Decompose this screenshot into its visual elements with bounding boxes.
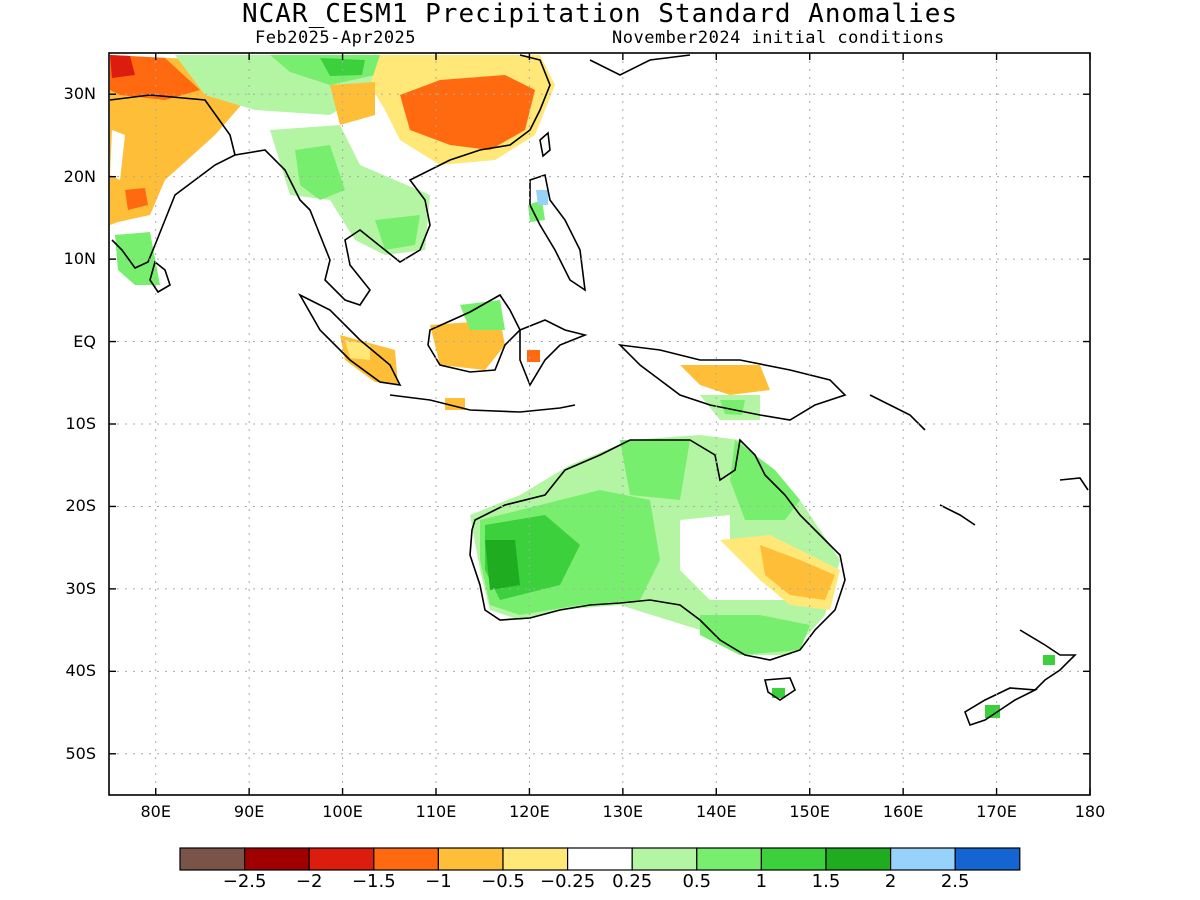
coast-new-guinea: [617, 343, 847, 421]
initial-conditions: November2024 initial conditions: [612, 28, 945, 48]
coast-sulawesi: [519, 319, 588, 387]
anomaly-india-orange-patch: [125, 188, 148, 210]
anomaly-borneo-dry: [430, 320, 505, 370]
anomaly-fields: [110, 55, 1055, 718]
colorbar-label: 2.5: [940, 871, 970, 892]
colorbar-label: 1.5: [811, 871, 841, 892]
coastlines: [109, 54, 1089, 727]
anomaly-north-india-strong: [110, 55, 135, 78]
lon-label: 100E: [322, 802, 363, 821]
lon-label: 140E: [695, 802, 737, 821]
colorbar-label: 1: [755, 871, 768, 892]
colorbar-swatch: [954, 847, 1021, 871]
colorbar-label: 0.5: [682, 871, 712, 892]
coast-india: [109, 94, 236, 270]
anomaly-sumatra-weak: [345, 340, 370, 360]
anomaly-tibet-core: [320, 58, 365, 76]
lat-label: 40S: [65, 661, 96, 681]
lon-label: 130E: [602, 802, 644, 821]
colorbar: [179, 847, 1021, 871]
anomaly-philippines-blue: [536, 190, 548, 205]
colorbar-label: 0.25: [612, 871, 653, 892]
coast-solomon-islands: [869, 394, 926, 431]
colorbar-label: −1: [425, 871, 452, 892]
colorbar-swatch: [760, 847, 827, 871]
lat-label: 50S: [65, 743, 96, 763]
coast-sri-lanka: [149, 260, 171, 294]
lon-label: 80E: [140, 802, 171, 821]
coast-mainland-asia: [234, 54, 551, 306]
lon-label: 90E: [233, 802, 265, 821]
lon-label: 160E: [882, 802, 924, 821]
coast-japan-korea: [589, 54, 691, 76]
colorbar-label: −2.5: [222, 871, 267, 892]
anomaly-philippines-wet: [528, 200, 545, 222]
coast-nz-north: [1019, 629, 1077, 691]
lat-label: 30N: [63, 84, 96, 104]
anomaly-tasmania-wet: [772, 688, 785, 698]
anomaly-central-australia-neutral: [680, 515, 790, 600]
colorbar-label: −1.5: [351, 871, 396, 892]
colorbar-swatch: [502, 847, 569, 871]
lat-label: 10S: [65, 414, 96, 433]
colorbar-swatch: [631, 847, 698, 871]
lon-label: 110E: [415, 802, 457, 821]
anomaly-nz-south-wet: [985, 705, 1000, 718]
lon-label: 170E: [976, 802, 1017, 821]
coast-java-lesser-sunda: [389, 394, 576, 413]
forecast-period: Feb2025-Apr2025: [255, 28, 417, 48]
anomaly-yunnan-dry: [330, 82, 375, 125]
anomaly-cambodia-wet: [375, 215, 420, 250]
coast-vanuatu: [939, 504, 976, 526]
anomaly-cape-york-wet: [730, 440, 800, 520]
colorbar-swatch: [889, 847, 956, 871]
lat-label: EQ: [73, 331, 96, 351]
anomaly-nz-north-wet: [1043, 655, 1055, 665]
coast-tasmania: [763, 677, 796, 701]
coast-nz-south: [964, 687, 1038, 727]
lat-label: 20N: [63, 166, 96, 186]
map-title: NCAR_CESM1 Precipitation Standard Anomal…: [241, 0, 959, 29]
colorbar-swatch: [179, 847, 246, 871]
coast-philippines: [529, 173, 587, 292]
lon-label: 150E: [789, 802, 831, 821]
coast-sumatra: [297, 293, 402, 387]
colorbar-swatch: [696, 847, 762, 871]
anomaly-srilanka-wet: [115, 232, 160, 285]
anomaly-new-guinea-dry: [680, 365, 770, 395]
anomaly-sulawesi-dry: [527, 350, 540, 362]
colorbar-label: −0.25: [540, 871, 596, 892]
anomaly-east-australia-dry: [760, 545, 835, 600]
colorbar-label: 2: [884, 871, 897, 892]
lon-label: 120E: [509, 802, 550, 821]
lon-label: 180: [1074, 802, 1106, 821]
colorbar-swatch: [373, 847, 439, 871]
anomaly-india-white-patch: [110, 130, 125, 180]
colorbar-swatch: [566, 847, 633, 871]
colorbar-swatch: [825, 847, 892, 871]
colorbar-swatch: [308, 847, 375, 871]
colorbar-label: −0.5: [481, 871, 525, 892]
colorbar-label: −2: [295, 871, 323, 892]
lat-label: 20S: [65, 496, 96, 516]
lat-label: 30S: [65, 578, 96, 598]
axis-ticks: [109, 53, 1091, 795]
anomaly-west-australia-core: [485, 540, 520, 590]
lat-label: 10N: [63, 249, 96, 269]
anomaly-north-australia-wet: [620, 440, 690, 500]
colorbar-swatch: [244, 847, 310, 871]
lat-lon-grid: [109, 53, 1090, 795]
coast-fiji: [1059, 477, 1089, 491]
anomaly-borneo-wet: [460, 300, 505, 330]
colorbar-swatch: [437, 847, 504, 871]
anomaly-myanmar-wet: [295, 145, 345, 200]
coast-taiwan: [539, 131, 551, 158]
coast-australia: [469, 438, 846, 661]
